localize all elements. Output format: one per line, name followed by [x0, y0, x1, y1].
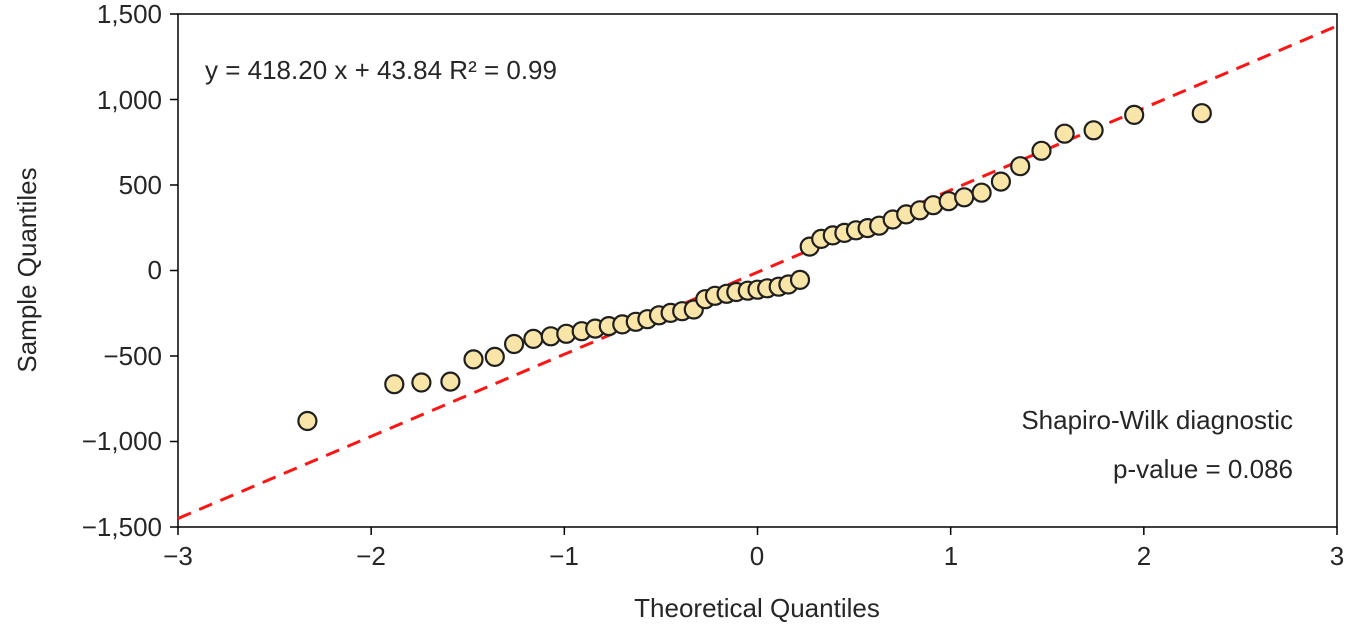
x-tick-label: 3	[1329, 541, 1345, 571]
x-tick-label: −2	[356, 541, 386, 571]
y-tick-label: −500	[103, 341, 162, 371]
y-tick-label: −1,500	[81, 512, 162, 542]
x-tick-label: 2	[1136, 541, 1152, 571]
y-tick-label: 1,000	[96, 85, 162, 115]
x-axis-title: Theoretical Quantiles	[634, 593, 880, 623]
regression-equation-annotation: y = 418.20 x + 43.84 R² = 0.99	[205, 55, 557, 85]
x-tick-label: 1	[943, 541, 959, 571]
y-tick-label: 1,500	[96, 0, 162, 29]
y-tick-label: 500	[118, 170, 162, 200]
y-axis-title: Sample Quantiles	[12, 167, 42, 373]
y-tick-label: −1,000	[81, 426, 162, 456]
x-tick-label: −1	[549, 541, 579, 571]
x-tick-label: 0	[749, 541, 765, 571]
shapiro-wilk-annotation: Shapiro-Wilk diagnostic	[1021, 405, 1293, 435]
p-value-annotation: p-value = 0.086	[1113, 454, 1293, 484]
x-tick-label: −3	[163, 541, 193, 571]
y-tick-label: 0	[147, 255, 162, 285]
